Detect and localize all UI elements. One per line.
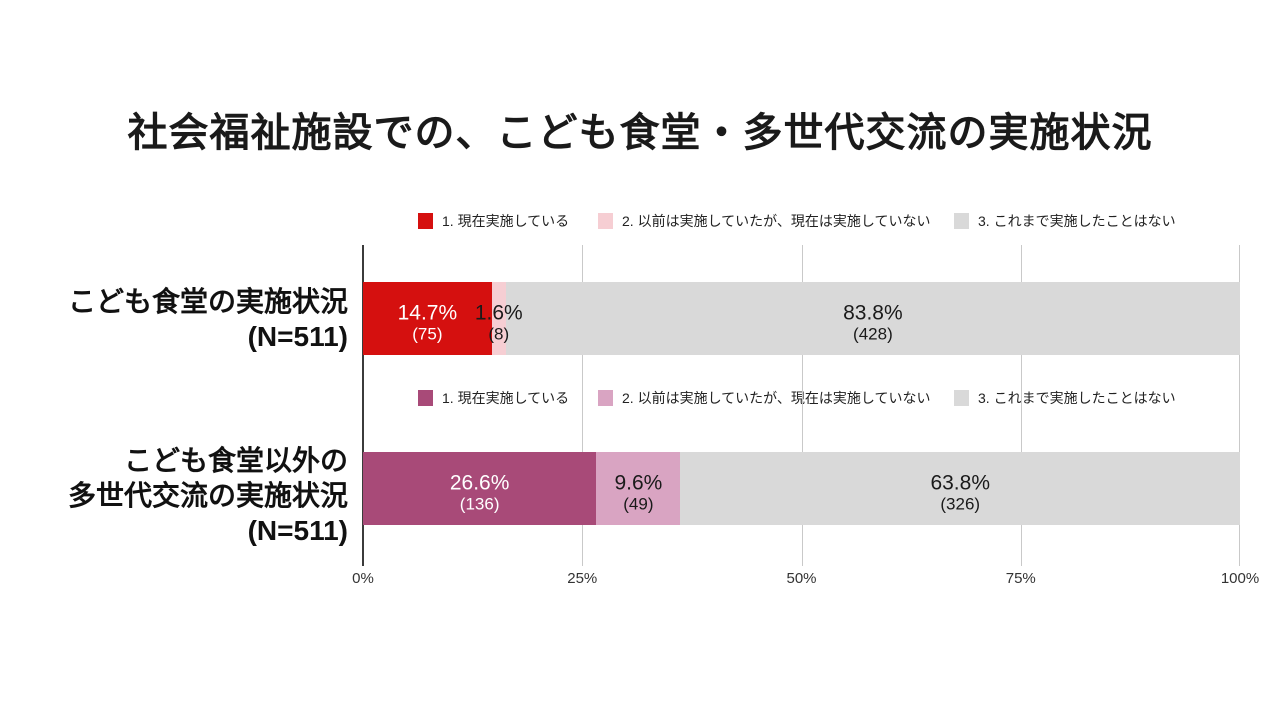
bar-segment-current: 26.6% (136) xyxy=(363,452,597,525)
legend-item-never: 3. これまで実施したことはない xyxy=(954,211,1176,231)
bar-segment-never: 63.8% (326) xyxy=(680,452,1240,525)
legend-label: 1. 現在実施している xyxy=(442,390,570,406)
segment-pct: 14.7% xyxy=(397,301,458,325)
bar-segment-former: 9.6% (49) xyxy=(596,452,681,525)
segment-label: 26.6% (136) xyxy=(450,472,510,515)
row-label-n: (N=511) xyxy=(247,515,348,546)
x-tick-100: 100% xyxy=(1220,570,1260,587)
row-label-kodomo-shokudo: こども食堂の実施状況 (N=511) xyxy=(68,284,348,354)
segment-pct: 26.6% xyxy=(449,471,510,495)
plot-area: 14.7% (75) 1.6% (8) 83.8% (428) xyxy=(352,245,1259,587)
segment-count: (8) xyxy=(488,325,510,345)
legend-swatch-former-icon xyxy=(598,213,613,229)
gridline-100 xyxy=(1239,245,1240,566)
bar-segment-current: 14.7% (75) xyxy=(363,282,492,355)
row-label-line: こども食堂の実施状況 xyxy=(67,286,348,317)
segment-count: (49) xyxy=(623,495,654,515)
legend-swatch-former-icon xyxy=(598,390,613,406)
gridline-50 xyxy=(801,245,803,566)
segment-count: (75) xyxy=(412,325,443,345)
segment-count: (136) xyxy=(459,495,500,515)
legend-item-former: 2. 以前は実施していたが、現在は実施していない xyxy=(598,211,930,231)
row-label-line: こども食堂以外の xyxy=(123,445,348,476)
row-label-taseidai-koryu: こども食堂以外の 多世代交流の実施状況 (N=511) xyxy=(68,443,348,548)
legend-swatch-never-icon xyxy=(954,213,969,229)
legend-swatch-current-icon xyxy=(418,390,433,406)
segment-label: 9.6% (49) xyxy=(614,472,662,515)
bar-taseidai-koryu: 26.6% (136) 9.6% (49) 63.8% (326) xyxy=(363,452,1240,525)
segment-pct: 63.8% xyxy=(930,471,990,495)
x-tick-0: 0% xyxy=(352,570,374,587)
legend-item-never: 3. これまで実施したことはない xyxy=(954,388,1176,408)
x-tick-25: 25% xyxy=(567,570,598,587)
segment-label: 63.8% (326) xyxy=(930,472,990,515)
legend-label: 1. 現在実施している xyxy=(442,213,570,229)
x-axis-ticks: 0% 25% 50% 75% 100% xyxy=(352,570,1259,590)
legend-swatch-never-icon xyxy=(954,390,969,406)
legend-row-2: 1. 現在実施している 2. 以前は実施していたが、現在は実施していない 3. … xyxy=(0,388,1280,408)
segment-pct: 9.6% xyxy=(614,471,663,495)
legend-row-1: 1. 現在実施している 2. 以前は実施していたが、現在は実施していない 3. … xyxy=(0,211,1280,231)
legend-label: 3. これまで実施したことはない xyxy=(978,213,1176,229)
legend-swatch-current-icon xyxy=(418,213,433,229)
legend-item-former: 2. 以前は実施していたが、現在は実施していない xyxy=(598,388,930,408)
segment-pct: 83.8% xyxy=(843,301,903,325)
y-axis-line xyxy=(362,245,364,566)
segment-pct: 1.6% xyxy=(474,301,523,325)
segment-label: 83.8% (428) xyxy=(843,302,903,345)
bar-segment-former: 1.6% (8) xyxy=(475,282,523,355)
x-tick-50: 50% xyxy=(786,570,817,587)
row-label-line: 多世代交流の実施状況 xyxy=(67,480,348,511)
row-label-n: (N=511) xyxy=(247,321,348,352)
x-tick-75: 75% xyxy=(1005,570,1036,587)
gridline-75 xyxy=(1020,245,1022,566)
segment-count: (428) xyxy=(853,325,893,345)
legend-item-current: 1. 現在実施している xyxy=(418,211,569,231)
bar-kodomo-shokudo: 14.7% (75) 1.6% (8) 83.8% (428) xyxy=(363,282,1240,355)
bar-segment-never: 83.8% (428) xyxy=(505,282,1240,355)
legend-label: 3. これまで実施したことはない xyxy=(978,390,1176,406)
segment-label: 1.6% (8) xyxy=(475,302,523,345)
segment-count: (326) xyxy=(940,495,981,515)
chart-title: 社会福祉施設での、こども食堂・多世代交流の実施状況 xyxy=(127,111,1153,155)
gridline-25 xyxy=(582,245,584,566)
legend-label: 2. 以前は実施していたが、現在は実施していない xyxy=(622,390,931,406)
segment-label: 14.7% (75) xyxy=(398,302,458,345)
legend-item-current: 1. 現在実施している xyxy=(418,388,569,408)
legend-label: 2. 以前は実施していたが、現在は実施していない xyxy=(622,213,931,229)
